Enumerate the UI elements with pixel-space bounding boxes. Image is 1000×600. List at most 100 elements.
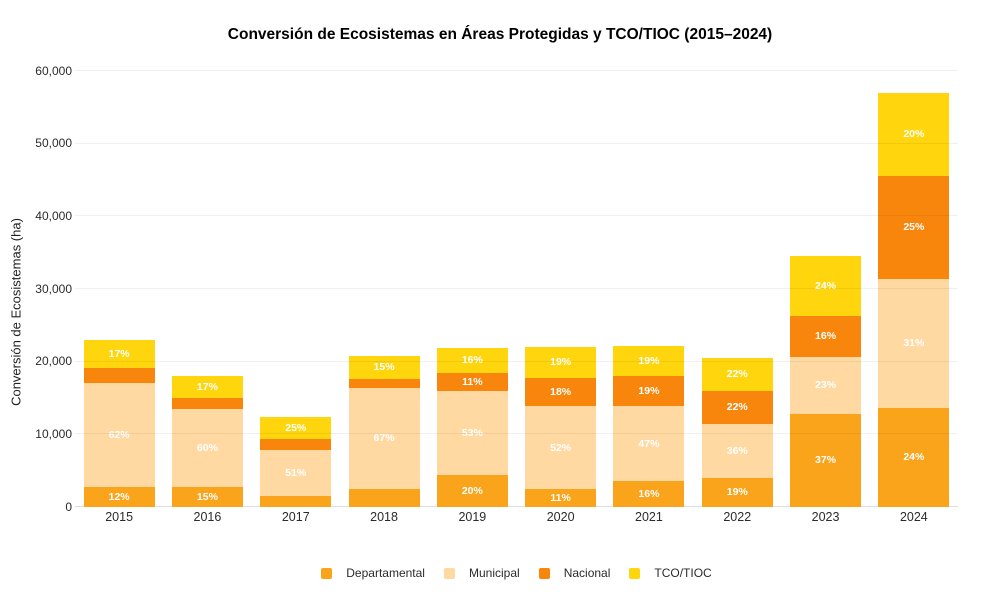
bar-2023: 24% 16% 23% 37% <box>790 256 862 507</box>
bar-2021: 19% 19% 47% 16% <box>613 345 685 507</box>
bar-segment-tco-tioc-2021[interactable]: 19% <box>613 345 685 377</box>
segment-percent-label: 22% <box>726 401 748 414</box>
y-tick-label: 60,000 <box>35 63 72 78</box>
bar-segment-tco-tioc-2024[interactable]: 20% <box>878 92 950 176</box>
bar-segment-municipal-2016[interactable]: 60% <box>171 408 243 488</box>
bar-segment-nacional-2015[interactable] <box>83 368 155 384</box>
bar-2019: 16% 11% 53% 20% <box>436 347 508 507</box>
x-tick-label-2018: 2018 <box>370 510 398 524</box>
y-tick-label: 50,000 <box>35 136 72 151</box>
legend-label: Municipal <box>468 566 520 580</box>
bar-segment-departamental-2019[interactable]: 20% <box>436 475 508 507</box>
segment-percent-label: 31% <box>903 337 925 350</box>
bar-segment-departamental-2021[interactable]: 16% <box>613 481 685 507</box>
bar-segment-departamental-2016[interactable]: 15% <box>171 487 243 507</box>
bar-segment-nacional-2017[interactable] <box>260 439 332 451</box>
segment-percent-label: 20% <box>903 127 925 140</box>
bar-segment-nacional-2016[interactable] <box>171 398 243 409</box>
bar-segment-nacional-2019[interactable]: 11% <box>436 373 508 391</box>
bar-segment-municipal-2019[interactable]: 53% <box>436 390 508 476</box>
bar-segment-tco-tioc-2022[interactable]: 22% <box>701 358 773 392</box>
bar-2015: 17% 62% 12% <box>83 339 155 507</box>
bar-segment-municipal-2018[interactable]: 67% <box>348 387 420 489</box>
segment-percent-label: 67% <box>373 431 395 444</box>
bar-segment-nacional-2022[interactable]: 22% <box>701 391 773 425</box>
segment-percent-label: 19% <box>726 486 748 499</box>
bar-segment-tco-tioc-2016[interactable]: 17% <box>171 376 243 399</box>
bar-segment-tco-tioc-2018[interactable]: 15% <box>348 355 420 379</box>
segment-percent-label: 19% <box>638 384 660 397</box>
segment-percent-label: 19% <box>638 354 660 367</box>
legend-label: TCO/TIOC <box>654 566 712 580</box>
legend-swatch-nacional <box>538 567 550 579</box>
segment-percent-label: 36% <box>726 445 748 458</box>
bar-segment-nacional-2020[interactable]: 18% <box>525 377 597 407</box>
segment-percent-label: 22% <box>726 368 748 381</box>
segment-percent-label: 20% <box>461 484 483 497</box>
bar-segment-departamental-2015[interactable]: 12% <box>83 486 155 507</box>
legend-swatch-departamental <box>321 567 333 579</box>
bar-segment-tco-tioc-2023[interactable]: 24% <box>790 256 862 317</box>
bar-segment-departamental-2022[interactable]: 19% <box>701 478 773 507</box>
bar-segment-municipal-2022[interactable]: 36% <box>701 424 773 479</box>
legend-swatch-tco-tioc <box>629 567 641 579</box>
y-tick-label: 30,000 <box>35 281 72 296</box>
x-tick-label-2020: 2020 <box>546 510 575 524</box>
segment-percent-label: 60% <box>196 441 218 454</box>
gridline <box>75 70 958 71</box>
segment-percent-label: 15% <box>373 360 395 373</box>
segment-percent-label: 51% <box>285 466 307 479</box>
segment-percent-label: 19% <box>550 356 572 369</box>
segment-percent-label: 25% <box>903 221 925 234</box>
bar-segment-nacional-2021[interactable]: 19% <box>613 376 685 407</box>
segment-percent-label: 16% <box>638 487 660 500</box>
bar-segment-municipal-2015[interactable]: 62% <box>83 383 155 487</box>
bar-segment-departamental-2024[interactable]: 24% <box>878 407 950 507</box>
segment-percent-label: 15% <box>196 490 218 503</box>
bar-segment-departamental-2023[interactable]: 37% <box>790 414 862 507</box>
bar-segment-departamental-2020[interactable]: 11% <box>525 489 597 507</box>
gridline <box>75 142 958 144</box>
legend-item-tco-tioc[interactable]: TCO/TIOC <box>629 566 712 580</box>
x-tick-label-2021: 2021 <box>635 510 663 524</box>
bar-2016: 17% 60% 15% <box>171 376 243 507</box>
segment-percent-label: 16% <box>815 330 837 343</box>
bar-segment-nacional-2018[interactable] <box>348 378 420 388</box>
legend-swatch-municipal <box>443 567 455 579</box>
segment-percent-label: 47% <box>638 437 660 450</box>
bar-segment-municipal-2017[interactable]: 51% <box>260 450 332 497</box>
y-axis-title: Conversión de Ecosistemas (ha) <box>8 218 24 406</box>
segment-percent-label: 24% <box>815 280 837 293</box>
segment-percent-label: 52% <box>550 441 572 454</box>
bar-segment-departamental-2018[interactable] <box>348 488 420 507</box>
bar-segment-nacional-2024[interactable]: 25% <box>878 175 950 280</box>
legend: Departamental Municipal Nacional TCO/TIOC <box>75 566 958 580</box>
bar-segment-nacional-2023[interactable]: 16% <box>790 316 862 357</box>
segment-percent-label: 53% <box>461 426 483 439</box>
legend-item-departamental[interactable]: Departamental <box>321 566 425 580</box>
bar-segment-tco-tioc-2020[interactable]: 19% <box>525 347 597 378</box>
bar-segment-tco-tioc-2019[interactable]: 16% <box>436 347 508 374</box>
bar-segment-tco-tioc-2017[interactable]: 25% <box>260 416 332 440</box>
segment-percent-label: 12% <box>108 490 130 503</box>
y-tick-label: 10,000 <box>35 426 72 441</box>
segment-percent-label: 17% <box>196 381 218 394</box>
bar-segment-municipal-2021[interactable]: 47% <box>613 406 685 482</box>
bar-2017: 25% 51% <box>260 416 332 507</box>
segment-percent-label: 25% <box>285 421 307 434</box>
x-tick-label-2016: 2016 <box>193 510 222 524</box>
y-tick-label: 40,000 <box>35 208 72 223</box>
x-tick-label-2019: 2019 <box>458 510 487 524</box>
bar-segment-departamental-2017[interactable] <box>260 496 332 507</box>
bar-2018: 15% 67% <box>348 355 420 507</box>
bar-segment-municipal-2023[interactable]: 23% <box>790 356 862 415</box>
bar-segment-municipal-2024[interactable]: 31% <box>878 279 950 408</box>
segment-percent-label: 37% <box>815 454 837 467</box>
x-tick-label-2024: 2024 <box>899 510 928 524</box>
legend-item-nacional[interactable]: Nacional <box>538 566 610 580</box>
legend-item-municipal[interactable]: Municipal <box>443 566 520 580</box>
segment-percent-label: 17% <box>108 347 130 360</box>
bar-segment-tco-tioc-2015[interactable]: 17% <box>83 339 155 369</box>
bar-segment-municipal-2020[interactable]: 52% <box>525 406 597 490</box>
